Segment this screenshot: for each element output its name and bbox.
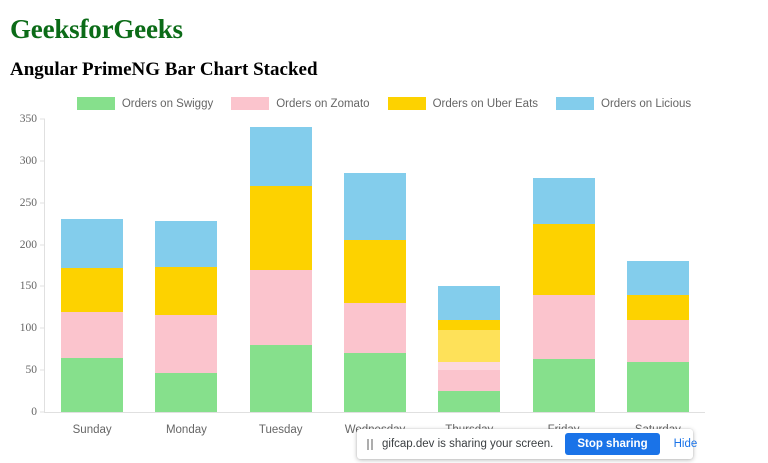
hide-link[interactable]: Hide bbox=[673, 438, 698, 450]
bar-segment[interactable] bbox=[532, 359, 595, 412]
legend-item[interactable]: Orders on Swiggy bbox=[76, 97, 214, 110]
legend-item[interactable]: Orders on Licious bbox=[556, 97, 691, 110]
bar-segment[interactable] bbox=[343, 240, 406, 304]
screen-share-notification: gifcap.dev is sharing your screen. Stop … bbox=[357, 429, 697, 459]
bar-stack[interactable] bbox=[155, 221, 218, 412]
bar-segment[interactable] bbox=[438, 361, 501, 392]
bar-segment[interactable] bbox=[249, 269, 312, 346]
bar-segment[interactable] bbox=[626, 261, 689, 295]
bar-group[interactable]: Sunday bbox=[45, 119, 139, 436]
legend-label: Orders on Licious bbox=[601, 97, 692, 110]
legend-swatch bbox=[556, 97, 595, 110]
legend-swatch bbox=[231, 97, 270, 110]
legend-item[interactable]: Orders on Zomato bbox=[231, 97, 370, 110]
bar-stack[interactable] bbox=[438, 286, 501, 412]
bar-segment[interactable] bbox=[438, 286, 501, 320]
y-axis-tick-mark bbox=[40, 285, 45, 287]
bar-stack[interactable] bbox=[61, 219, 124, 412]
y-axis-tick-mark bbox=[40, 202, 45, 204]
chart-legend: Orders on Swiggy Orders on Zomato Orders o… bbox=[0, 97, 768, 110]
bar-segment[interactable] bbox=[626, 361, 689, 412]
x-axis-tick-label: Monday bbox=[165, 424, 207, 436]
legend-label: Orders on Uber Eats bbox=[432, 97, 539, 110]
y-axis-tick-mark bbox=[40, 244, 45, 246]
bar-segment[interactable] bbox=[61, 268, 124, 312]
bar-segment[interactable] bbox=[249, 127, 312, 186]
x-axis-line bbox=[44, 412, 705, 413]
bar-group[interactable]: Monday bbox=[139, 119, 233, 436]
chart-plot-area: Sunday Monday Tuesday WednesdayThursdayFrid… bbox=[20, 113, 705, 436]
bar-group[interactable]: Friday bbox=[516, 119, 610, 436]
share-message: gifcap.dev is sharing your screen. bbox=[382, 438, 554, 450]
bar-segment[interactable] bbox=[532, 294, 595, 360]
bar-segment[interactable] bbox=[343, 303, 406, 354]
y-axis-tick-mark bbox=[40, 327, 45, 329]
bar-stack[interactable] bbox=[249, 127, 312, 412]
bar-segment[interactable] bbox=[155, 314, 218, 373]
pause-icon bbox=[367, 438, 373, 450]
y-axis-tick-mark bbox=[40, 160, 45, 162]
y-axis-tick-label: 150 bbox=[19, 280, 37, 293]
bar-segment[interactable] bbox=[155, 221, 218, 268]
bar-group[interactable]: Tuesday bbox=[234, 119, 328, 436]
bar-segment[interactable] bbox=[438, 319, 501, 362]
legend-item[interactable]: Orders on Uber Eats bbox=[387, 97, 539, 110]
bar-segment[interactable] bbox=[626, 319, 689, 362]
page-title: Angular PrimeNG Bar Chart Stacked bbox=[10, 59, 318, 80]
bar-stack[interactable] bbox=[626, 261, 689, 412]
y-axis-tick-label: 100 bbox=[19, 322, 37, 335]
y-axis-tick-label: 200 bbox=[19, 238, 37, 251]
bar-segment[interactable] bbox=[155, 372, 218, 412]
y-axis-tick-mark bbox=[40, 411, 45, 413]
bar-segment[interactable] bbox=[532, 223, 595, 295]
legend-swatch bbox=[387, 97, 426, 110]
y-axis-line bbox=[44, 119, 45, 413]
bar-stack[interactable] bbox=[532, 177, 595, 412]
y-axis-tick-mark bbox=[40, 369, 45, 371]
legend-label: Orders on Zomato bbox=[276, 97, 370, 110]
y-axis-tick-label: 350 bbox=[19, 113, 37, 125]
bar-segment[interactable] bbox=[249, 345, 312, 412]
y-axis-tick-label: 250 bbox=[19, 196, 37, 209]
bar-stack[interactable] bbox=[343, 173, 406, 412]
bar-group[interactable]: Thursday bbox=[422, 119, 516, 436]
bar-segment[interactable] bbox=[532, 177, 595, 224]
y-axis-tick-label: 300 bbox=[19, 154, 37, 167]
bar-segment[interactable] bbox=[343, 353, 406, 412]
y-axis-tick-label: 50 bbox=[25, 364, 38, 377]
x-axis-tick-label: Sunday bbox=[72, 424, 112, 436]
bar-segment[interactable] bbox=[61, 357, 124, 412]
legend-label: Orders on Swiggy bbox=[121, 97, 214, 110]
x-axis-tick-label: Tuesday bbox=[258, 424, 303, 436]
bar-segment[interactable] bbox=[626, 294, 689, 320]
stop-sharing-button[interactable]: Stop sharing bbox=[565, 433, 660, 455]
bar-segment[interactable] bbox=[61, 311, 124, 358]
y-axis-tick-mark bbox=[40, 118, 45, 120]
bar-segment[interactable] bbox=[343, 173, 406, 241]
bar-groups: Sunday Monday Tuesday WednesdayThursdayFrid… bbox=[45, 119, 705, 436]
bar-segment[interactable] bbox=[249, 186, 312, 270]
y-axis-tick-label: 0 bbox=[31, 406, 37, 418]
bar-segment[interactable] bbox=[61, 219, 124, 269]
bar-segment[interactable] bbox=[155, 267, 218, 315]
bar-segment[interactable] bbox=[438, 391, 501, 412]
bar-group[interactable]: Wednesday bbox=[328, 119, 422, 436]
legend-swatch bbox=[76, 97, 115, 110]
bar-group[interactable]: Saturday bbox=[611, 119, 705, 436]
site-title: GeeksforGeeks bbox=[10, 14, 183, 44]
